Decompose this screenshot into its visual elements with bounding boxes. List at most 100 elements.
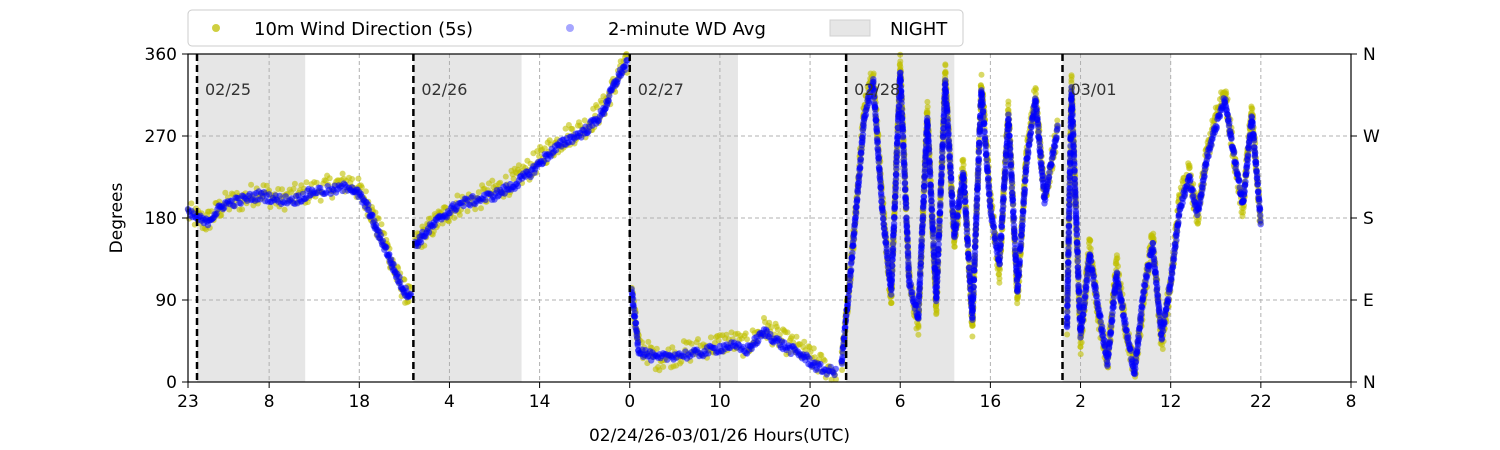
data-point bbox=[933, 307, 940, 314]
data-point bbox=[850, 242, 857, 249]
data-point bbox=[971, 267, 978, 274]
data-point bbox=[905, 265, 912, 272]
data-point bbox=[446, 209, 454, 217]
data-point bbox=[986, 190, 993, 198]
data-point bbox=[349, 176, 356, 182]
data-point bbox=[1016, 258, 1023, 265]
data-point bbox=[917, 272, 924, 280]
data-point bbox=[934, 258, 942, 266]
data-point bbox=[377, 231, 384, 239]
data-point bbox=[502, 173, 509, 180]
data-point bbox=[372, 221, 380, 229]
data-point bbox=[848, 267, 855, 274]
data-point bbox=[707, 334, 714, 341]
data-point bbox=[893, 172, 900, 179]
data-point bbox=[475, 189, 482, 196]
data-point bbox=[1032, 98, 1040, 106]
data-point bbox=[903, 204, 910, 212]
data-point bbox=[924, 103, 931, 110]
data-point bbox=[928, 191, 935, 198]
data-point bbox=[939, 157, 946, 165]
data-point bbox=[497, 179, 504, 186]
data-point bbox=[1068, 73, 1075, 80]
data-point bbox=[949, 192, 956, 200]
data-point bbox=[379, 237, 387, 245]
data-point bbox=[188, 200, 195, 207]
data-point bbox=[897, 51, 904, 58]
data-point bbox=[946, 146, 953, 153]
data-point bbox=[1010, 215, 1017, 222]
data-point bbox=[1005, 98, 1012, 105]
data-point bbox=[660, 363, 667, 370]
data-point bbox=[431, 221, 438, 228]
data-point bbox=[688, 340, 695, 347]
data-point bbox=[231, 202, 238, 210]
data-point bbox=[237, 200, 244, 207]
data-point bbox=[938, 171, 945, 178]
data-point bbox=[1078, 339, 1085, 346]
data-point bbox=[853, 210, 860, 217]
data-point bbox=[870, 70, 877, 77]
data-point bbox=[1087, 237, 1094, 244]
data-point bbox=[1054, 117, 1061, 124]
data-point bbox=[924, 109, 931, 116]
data-point bbox=[451, 214, 458, 221]
data-point bbox=[594, 104, 600, 111]
data-point bbox=[978, 71, 985, 78]
data-point bbox=[781, 339, 788, 346]
data-point bbox=[1033, 108, 1041, 115]
data-point bbox=[1036, 136, 1043, 143]
data-point bbox=[510, 175, 517, 182]
data-point bbox=[1009, 200, 1017, 208]
data-point bbox=[948, 177, 955, 185]
data-point bbox=[454, 192, 461, 199]
data-point bbox=[1011, 240, 1019, 248]
data-point bbox=[407, 290, 415, 298]
data-point bbox=[1027, 136, 1034, 143]
data-point bbox=[606, 92, 613, 100]
data-point bbox=[1186, 164, 1193, 171]
data-point bbox=[281, 206, 288, 213]
data-point bbox=[634, 338, 642, 346]
data-point bbox=[1064, 297, 1071, 304]
data-point bbox=[1027, 129, 1035, 136]
data-point bbox=[901, 173, 908, 181]
data-point bbox=[1240, 209, 1246, 216]
data-point bbox=[904, 237, 911, 244]
data-point bbox=[899, 134, 907, 141]
data-point bbox=[326, 175, 333, 182]
data-point bbox=[633, 329, 641, 336]
data-point bbox=[810, 345, 817, 352]
data-point bbox=[953, 221, 960, 228]
data-point bbox=[1223, 90, 1230, 97]
data-point bbox=[851, 230, 858, 237]
data-point bbox=[1008, 179, 1016, 186]
data-point bbox=[768, 324, 775, 331]
data-point bbox=[396, 273, 403, 281]
data-point bbox=[818, 352, 825, 358]
data-point bbox=[1115, 263, 1121, 270]
data-point bbox=[920, 193, 928, 200]
data-point bbox=[386, 251, 393, 258]
data-point bbox=[279, 186, 285, 193]
data-point bbox=[1006, 132, 1013, 140]
data-point bbox=[378, 221, 385, 228]
data-point bbox=[821, 357, 828, 364]
data-point bbox=[362, 188, 369, 195]
data-point bbox=[723, 331, 730, 338]
data-point bbox=[248, 181, 255, 188]
data-point bbox=[313, 179, 320, 186]
data-point bbox=[974, 176, 982, 183]
data-point bbox=[963, 226, 971, 233]
data-point bbox=[891, 214, 898, 221]
data-point bbox=[954, 212, 961, 220]
data-point bbox=[983, 150, 990, 157]
data-point bbox=[960, 161, 967, 168]
data-point bbox=[915, 324, 922, 331]
data-point bbox=[927, 172, 934, 180]
data-point bbox=[1150, 230, 1157, 237]
data-point bbox=[290, 185, 297, 192]
data-point bbox=[996, 260, 1003, 267]
data-point bbox=[981, 120, 988, 128]
data-point bbox=[925, 149, 933, 156]
